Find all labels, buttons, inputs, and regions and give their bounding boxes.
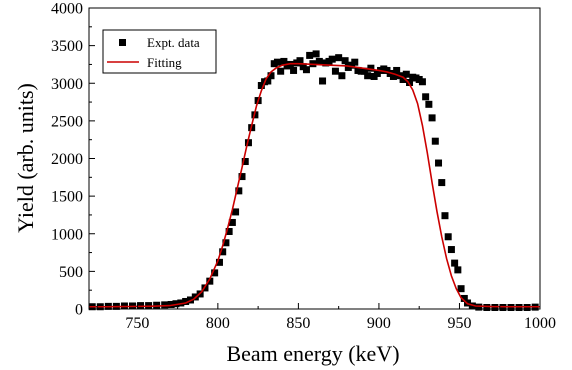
data-point [228, 218, 236, 226]
legend-label-expt-data: Expt. data [147, 35, 200, 50]
x-tick-label: 850 [286, 315, 310, 332]
data-point [399, 75, 407, 83]
y-tick-label: 0 [75, 302, 83, 319]
data-point [468, 302, 476, 310]
x-axis-label: Beam energy (keV) [226, 341, 399, 366]
legend-box [102, 29, 217, 74]
y-tick-label: 2000 [51, 151, 83, 168]
y-axis-label: Yield (arb. units) [13, 83, 38, 233]
data-point [215, 258, 223, 266]
data-point [475, 303, 483, 311]
data-point [167, 300, 175, 308]
data-point [444, 233, 452, 241]
data-point [454, 266, 462, 274]
data-point [335, 54, 343, 62]
y-tick-label: 1000 [51, 226, 83, 243]
data-point [235, 187, 243, 195]
data-point [364, 72, 372, 80]
data-point [441, 212, 449, 220]
data-point [483, 304, 491, 311]
data-point [222, 239, 230, 247]
legend-label-fitting: Fitting [147, 55, 182, 70]
axes: 750 800 850 900 950 1000 0 500 1000 1500 2000 2500 3… [51, 1, 556, 333]
data-point [232, 208, 240, 216]
data-point [244, 139, 252, 147]
y-tick-label: 500 [59, 264, 83, 281]
data-point [219, 248, 227, 256]
plot-area [88, 50, 540, 311]
data-point [393, 66, 401, 74]
data-point [338, 72, 346, 80]
x-tick-label: 900 [367, 315, 391, 332]
data-point [238, 173, 246, 181]
y-tick-label: 4000 [51, 1, 83, 18]
data-point [315, 57, 323, 65]
x-tick-label: 800 [206, 315, 230, 332]
data-point [182, 297, 190, 305]
data-point [267, 72, 275, 80]
data-point [418, 78, 426, 86]
data-point [341, 57, 349, 65]
legend: Expt. data Fitting [102, 29, 217, 74]
data-point [328, 55, 336, 63]
data-point [428, 114, 436, 122]
data-point [451, 259, 459, 267]
x-tick-label: 950 [447, 315, 471, 332]
data-point [225, 227, 233, 235]
data-point [302, 66, 310, 74]
data-point [257, 82, 265, 90]
data-point [457, 285, 465, 293]
data-point [172, 300, 180, 308]
data-point [367, 64, 375, 72]
data-point [306, 51, 314, 59]
data-point [431, 137, 439, 145]
data-point [211, 269, 219, 277]
data-point [264, 77, 272, 85]
data-point [296, 57, 304, 65]
data-point [312, 50, 320, 58]
data-point [460, 294, 468, 302]
data-point [290, 66, 298, 74]
data-point [360, 67, 368, 75]
data-point [161, 301, 169, 309]
fit-line [89, 62, 540, 308]
data-point [491, 304, 499, 311]
data-point [447, 246, 455, 254]
data-point [425, 100, 433, 108]
data-point [280, 57, 288, 65]
y-tick-label: 1500 [51, 189, 83, 206]
x-tick-label: 750 [125, 315, 149, 332]
data-point [438, 179, 446, 187]
data-point [406, 79, 414, 86]
data-point [273, 58, 281, 66]
y-tick-label: 2500 [51, 113, 83, 130]
data-point [206, 277, 214, 285]
data-point [331, 67, 339, 75]
data-point [319, 77, 327, 85]
data-point [277, 67, 285, 75]
data-point [422, 93, 430, 101]
data-point [499, 304, 507, 311]
data-point [389, 72, 397, 80]
legend-marker-expt-data [119, 39, 126, 46]
y-tick-label: 3500 [51, 38, 83, 55]
x-tick-label: 1000 [524, 315, 556, 332]
y-tick-label: 3000 [51, 76, 83, 93]
data-point [435, 159, 443, 167]
data-point [402, 70, 410, 78]
data-point [241, 158, 249, 166]
data-point [351, 58, 359, 66]
